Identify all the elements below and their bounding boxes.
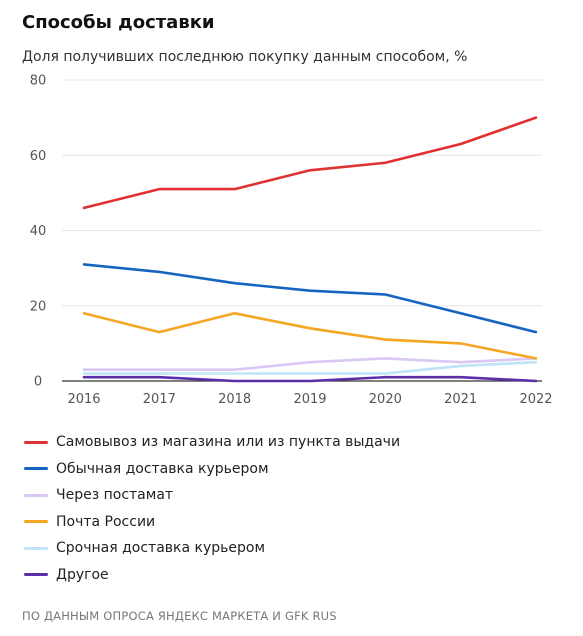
x-tick-label: 2019 [293,392,326,407]
line-chart: 0 20 40 60 80 2016 2017 2018 2019 2020 2021 2022 [30,74,553,408]
y-tick-label: 0 [34,375,42,390]
legend-item: Самовывоз из магазина или из пункта выда… [24,429,400,456]
legend-label: Через постамат [56,487,174,504]
series-lines [82,116,538,383]
legend-label: Почта России [56,513,156,530]
x-tick-label: 2021 [444,392,477,407]
x-tick-label: 2022 [519,392,552,407]
y-tick-label: 40 [30,224,47,239]
chart-title: Способы доставки [22,12,215,33]
x-tick-label: 2016 [67,392,100,407]
x-tick-label: 2020 [369,392,402,407]
legend-swatch [24,467,48,471]
series-line-4 [82,360,538,375]
legend-label: Самовывоз из магазина или из пункта выда… [56,434,401,451]
axis-labels: 0 20 40 60 80 2016 2017 2018 2019 2020 2021 2022 [30,74,553,408]
legend-swatch [24,493,48,497]
legend-swatch [24,520,48,524]
legend-swatch [24,546,48,550]
series-line-5 [82,375,538,383]
grid [62,79,542,382]
y-tick-label: 80 [30,74,47,89]
x-tick-label: 2017 [143,392,176,407]
chart-subtitle: Доля получивших последнюю покупку данным… [22,49,468,65]
legend: Самовывоз из магазина или из пункта выда… [24,429,400,588]
legend-item: Другое [24,562,400,589]
legend-item: Почта России [24,509,400,536]
y-tick-label: 60 [30,149,47,164]
source-note: ПО ДАННЫМ ОПРОСА ЯНДЕКС МАРКЕТА И GFK RU… [22,609,337,623]
legend-swatch [24,573,48,577]
series-line-0 [82,116,538,210]
legend-swatch [24,440,48,444]
legend-item: Срочная доставка курьером [24,535,400,562]
legend-label: Другое [56,566,109,583]
series-line-2 [82,357,538,372]
legend-label: Обычная доставка курьером [56,460,269,477]
x-tick-label: 2018 [218,392,251,407]
series-line-1 [82,263,538,334]
legend-label: Срочная доставка курьером [56,540,266,557]
y-tick-label: 20 [30,299,47,314]
legend-item: Обычная доставка курьером [24,456,400,483]
legend-item: Через постамат [24,482,400,509]
series-line-3 [82,311,538,360]
